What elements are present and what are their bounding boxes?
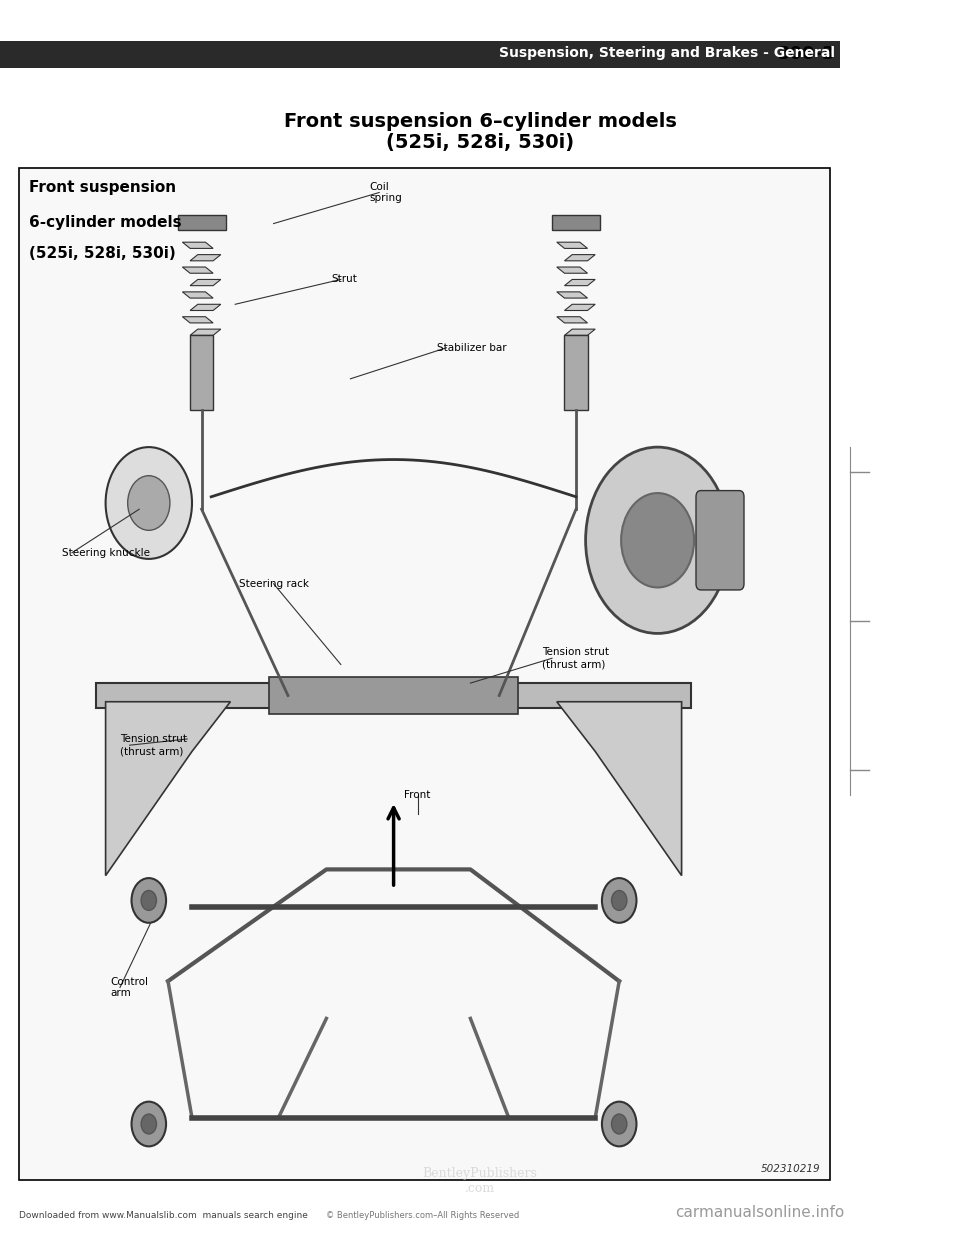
- Circle shape: [612, 891, 627, 910]
- Text: (525i, 528i, 530i): (525i, 528i, 530i): [386, 133, 574, 152]
- Text: 502310219: 502310219: [761, 1164, 821, 1174]
- Text: carmanualsonline.info: carmanualsonline.info: [676, 1205, 845, 1220]
- Polygon shape: [557, 242, 588, 248]
- Circle shape: [621, 493, 694, 587]
- Polygon shape: [564, 279, 595, 286]
- Polygon shape: [182, 242, 213, 248]
- Text: Control
arm: Control arm: [110, 976, 149, 999]
- Text: Front suspension: Front suspension: [29, 180, 176, 195]
- Circle shape: [612, 1114, 627, 1134]
- Polygon shape: [564, 329, 595, 335]
- FancyBboxPatch shape: [19, 168, 830, 1180]
- Text: Strut: Strut: [331, 274, 357, 284]
- Bar: [190, 335, 213, 410]
- Polygon shape: [182, 292, 213, 298]
- Text: Tension strut
(thrust arm): Tension strut (thrust arm): [120, 734, 187, 756]
- FancyBboxPatch shape: [0, 41, 840, 68]
- Polygon shape: [106, 702, 230, 876]
- Circle shape: [141, 1114, 156, 1134]
- Text: Coil
spring: Coil spring: [370, 181, 402, 204]
- Circle shape: [132, 1102, 166, 1146]
- Text: 6-cylinder models: 6-cylinder models: [29, 215, 181, 230]
- Polygon shape: [182, 267, 213, 273]
- Polygon shape: [182, 317, 213, 323]
- Text: Stabilizer bar: Stabilizer bar: [437, 343, 507, 353]
- Text: BentleyPublishers
.com: BentleyPublishers .com: [422, 1166, 538, 1195]
- Text: Tension strut
(thrust arm): Tension strut (thrust arm): [542, 647, 610, 669]
- Text: Downloaded from www.Manualslib.com  manuals search engine: Downloaded from www.Manualslib.com manua…: [19, 1211, 308, 1220]
- Text: 300-3: 300-3: [778, 45, 835, 62]
- Polygon shape: [557, 702, 682, 876]
- Text: Steering knuckle: Steering knuckle: [62, 548, 151, 558]
- Polygon shape: [557, 317, 588, 323]
- Bar: [269, 677, 518, 714]
- Bar: [564, 335, 588, 410]
- Bar: [178, 215, 226, 230]
- Bar: [96, 683, 691, 708]
- Polygon shape: [190, 329, 221, 335]
- Text: Front: Front: [404, 790, 431, 800]
- Polygon shape: [190, 279, 221, 286]
- Polygon shape: [190, 255, 221, 261]
- Text: Front suspension 6–cylinder models: Front suspension 6–cylinder models: [283, 112, 677, 130]
- Polygon shape: [190, 304, 221, 310]
- Polygon shape: [564, 304, 595, 310]
- Bar: [552, 215, 600, 230]
- Circle shape: [132, 878, 166, 923]
- FancyBboxPatch shape: [696, 491, 744, 590]
- Circle shape: [141, 891, 156, 910]
- Text: © BentleyPublishers.com–All Rights Reserved: © BentleyPublishers.com–All Rights Reser…: [325, 1211, 519, 1220]
- Circle shape: [602, 1102, 636, 1146]
- Circle shape: [128, 476, 170, 530]
- Circle shape: [106, 447, 192, 559]
- Polygon shape: [564, 255, 595, 261]
- Text: (525i, 528i, 530i): (525i, 528i, 530i): [29, 246, 176, 261]
- Polygon shape: [557, 292, 588, 298]
- Circle shape: [602, 878, 636, 923]
- Polygon shape: [557, 267, 588, 273]
- Text: Suspension, Steering and Brakes - General: Suspension, Steering and Brakes - Genera…: [499, 46, 835, 61]
- Text: Steering rack: Steering rack: [239, 579, 308, 589]
- Circle shape: [586, 447, 730, 633]
